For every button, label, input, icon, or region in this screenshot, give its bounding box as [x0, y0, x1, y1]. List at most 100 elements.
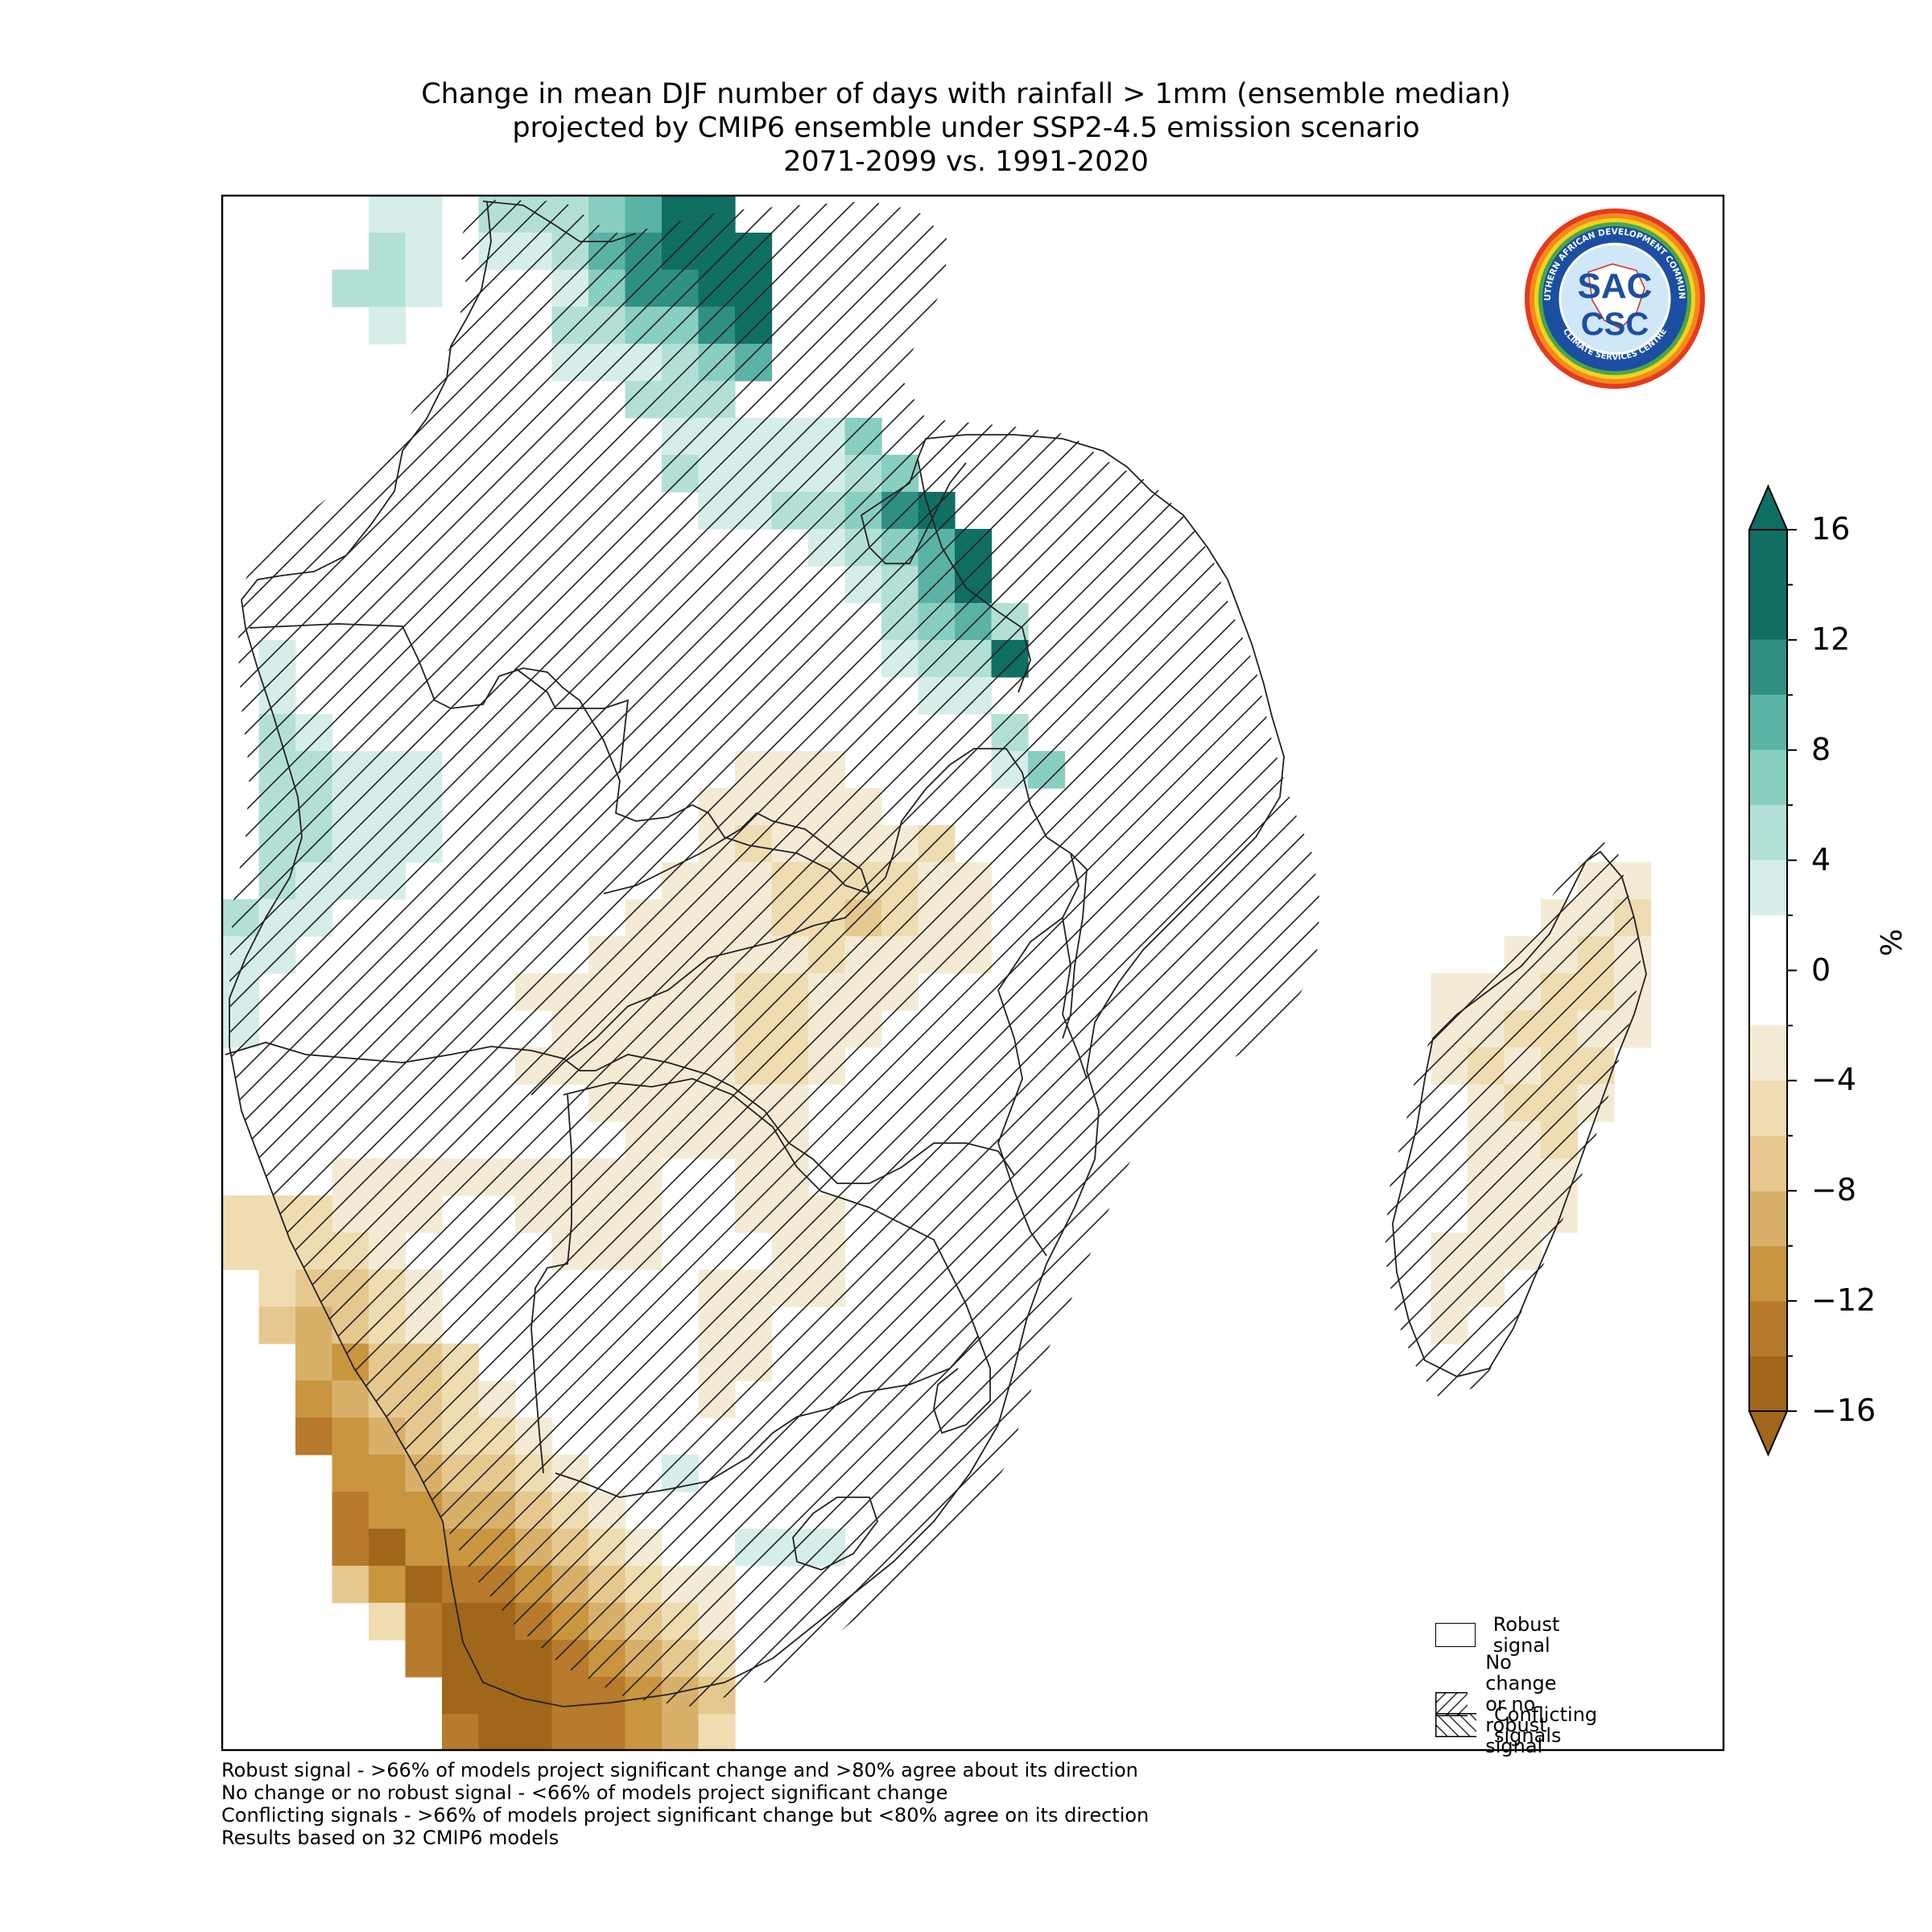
border-inner-8 [555, 1078, 980, 1498]
colorbar-tick-label: −12 [1811, 1282, 1876, 1319]
colorbar-segment [1749, 695, 1787, 750]
colorbar-segment [1749, 1191, 1787, 1246]
colorbar-segment [1749, 1025, 1787, 1081]
grid-cell [369, 1492, 407, 1530]
grid-cell [332, 1529, 369, 1567]
border-inner-10 [1062, 917, 1088, 1080]
border-inner-5 [530, 811, 871, 1096]
colorbar-tick-label: 16 [1811, 511, 1851, 547]
legend-item-conflicting: Conflicting signals [1435, 1704, 1616, 1746]
border-inner-2 [885, 748, 1080, 991]
grid-cell [369, 233, 407, 270]
colorbar-segment [1749, 915, 1787, 1026]
mainland-hatch [229, 200, 1320, 1707]
grid-cell [258, 1269, 296, 1307]
grid-cell [332, 1455, 369, 1492]
grid-cell [405, 270, 443, 308]
grid-cell [295, 1344, 333, 1381]
grid-cell [405, 196, 443, 233]
colorbar-tick-label: 8 [1811, 731, 1831, 767]
colorbar-tick-marks [1787, 529, 1797, 1412]
footnote-1: Robust signal - >66% of models project s… [221, 1759, 1138, 1781]
colorbar-tick-label: −4 [1811, 1062, 1857, 1098]
grid-cell [332, 1566, 369, 1604]
grid-cell [515, 1677, 553, 1715]
grid-cell [332, 1418, 369, 1455]
colorbar-top-arrow [1748, 484, 1789, 530]
colorbar-segment [1749, 805, 1787, 861]
grid-cell [295, 1418, 333, 1455]
grid-cell [332, 1492, 369, 1530]
grid-cell [369, 307, 407, 345]
colorbar-segment [1749, 530, 1787, 640]
grid-cell [222, 1232, 260, 1270]
grid-cell [295, 1381, 333, 1418]
colorbar-tick-label: −8 [1811, 1172, 1857, 1208]
country-borders [225, 200, 1647, 1707]
grid-cell [478, 1640, 516, 1678]
sadc-csc-logo: SAC CSC SOUTHERN AFRICAN DEVELOPMENT COM… [1524, 208, 1705, 389]
coastline-mainland [229, 200, 1285, 1707]
colorbar-segment [1749, 1135, 1787, 1191]
title-line-1: Change in mean DJF number of days with r… [421, 78, 1511, 110]
colorbar-bottom-arrow [1748, 1410, 1789, 1457]
map-frame [221, 194, 1725, 1752]
border-inner-1 [249, 623, 886, 895]
colorbar-segment [1749, 639, 1787, 696]
legend-swatch-no-change [1435, 1692, 1468, 1716]
colorbar-segment [1749, 1356, 1787, 1411]
colorbar-segment [1749, 860, 1787, 916]
legend-swatch-conflicting [1435, 1713, 1476, 1737]
colorbar-tick-label: 4 [1811, 841, 1831, 877]
grid-cell [662, 1714, 700, 1750]
grid-cell [222, 1195, 260, 1233]
colorbar-segment [1749, 1301, 1787, 1356]
footnote-4: Results based on 32 CMIP6 models [221, 1827, 559, 1849]
border-lesotho [792, 1496, 879, 1571]
grid-cell [369, 1603, 407, 1641]
grid-cell [551, 1677, 589, 1715]
grid-cell [625, 1714, 663, 1750]
logo-main-text: SAC [1578, 266, 1653, 306]
border-nw-mainland [482, 200, 637, 242]
border-inner-4 [514, 667, 630, 774]
grid-cell [405, 233, 443, 270]
hatching-overlay [229, 200, 1642, 1707]
grid-cell [442, 1714, 480, 1750]
grid-cell [369, 270, 407, 308]
legend-item-robust: Robust signal [1435, 1614, 1579, 1656]
grid-cell [478, 1714, 516, 1750]
legend-item-no-change: No change or no robust signal [1435, 1652, 1583, 1757]
grid-cell [258, 1307, 296, 1344]
title-line-2: projected by CMIP6 ensemble under SSP2-4… [512, 112, 1420, 144]
grid-cell [405, 1640, 443, 1678]
grid-cell [442, 1603, 480, 1641]
grid-cell [405, 1529, 443, 1567]
grid-cell [332, 1381, 369, 1418]
legend-label-robust: Robust signal [1492, 1613, 1560, 1657]
footnote-3: Conflicting signals - >66% of models pro… [221, 1804, 1150, 1827]
colorbar-tick-label: 0 [1811, 952, 1831, 988]
grid-cell [332, 270, 369, 308]
grid-cell [588, 1714, 626, 1750]
colorbar-segments [1749, 530, 1787, 1411]
footnote-2: No change or no robust signal - <66% of … [221, 1781, 948, 1804]
legend-label-no-change: No change or no robust signal [1485, 1651, 1557, 1757]
colorbar-tick-label: −16 [1811, 1393, 1876, 1428]
border-inner-6 [225, 1042, 1015, 1184]
border-inner-7 [530, 1094, 572, 1474]
madagascar-hatch [1385, 837, 1642, 1401]
border-inner-11 [933, 1335, 991, 1435]
grid-cell [369, 1529, 407, 1567]
title-line-3: 2071-2099 vs. 1991-2020 [783, 146, 1149, 178]
legend-label-conflicting: Conflicting signals [1494, 1703, 1598, 1747]
grid-cell [405, 1603, 443, 1641]
grid-cell [551, 1714, 589, 1750]
colorbar-segment [1749, 749, 1787, 806]
border-inner-9 [997, 989, 1047, 1257]
grid-cell [442, 1677, 480, 1715]
grid-cell [515, 1714, 553, 1750]
colorbar-unit-label: % [1876, 928, 1909, 956]
